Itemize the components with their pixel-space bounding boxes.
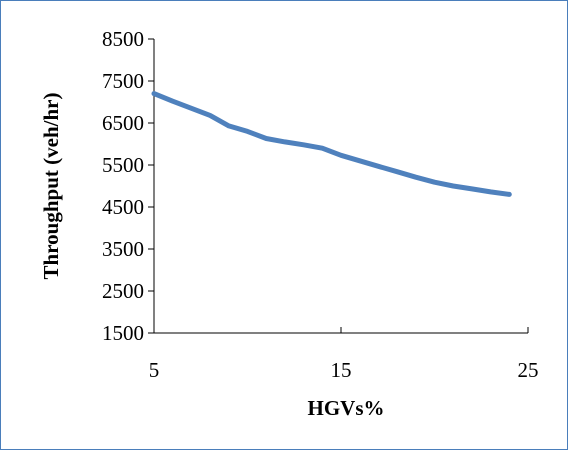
series-line — [151, 91, 512, 197]
axes — [153, 39, 528, 334]
y-ticks: 1500 2500 3500 4500 5500 6500 7500 8500 — [102, 27, 154, 345]
x-tick-label: 15 — [331, 358, 352, 382]
y-tick-label: 2500 — [102, 279, 144, 303]
y-tick-label: 3500 — [102, 237, 144, 261]
y-tick-label: 7500 — [102, 69, 144, 93]
x-axis-title: HGVs% — [307, 396, 384, 420]
y-tick-label: 6500 — [102, 111, 144, 135]
y-tick-label: 8500 — [102, 27, 144, 51]
x-tick-label: 5 — [149, 358, 160, 382]
y-axis-title: Throughput (veh/hr) — [39, 93, 63, 280]
y-tick-label: 4500 — [102, 195, 144, 219]
x-ticks: 5 15 25 — [149, 327, 539, 382]
y-tick-label: 1500 — [102, 321, 144, 345]
x-tick-label: 25 — [518, 358, 539, 382]
y-tick-label: 5500 — [102, 153, 144, 177]
series-group — [151, 91, 512, 197]
